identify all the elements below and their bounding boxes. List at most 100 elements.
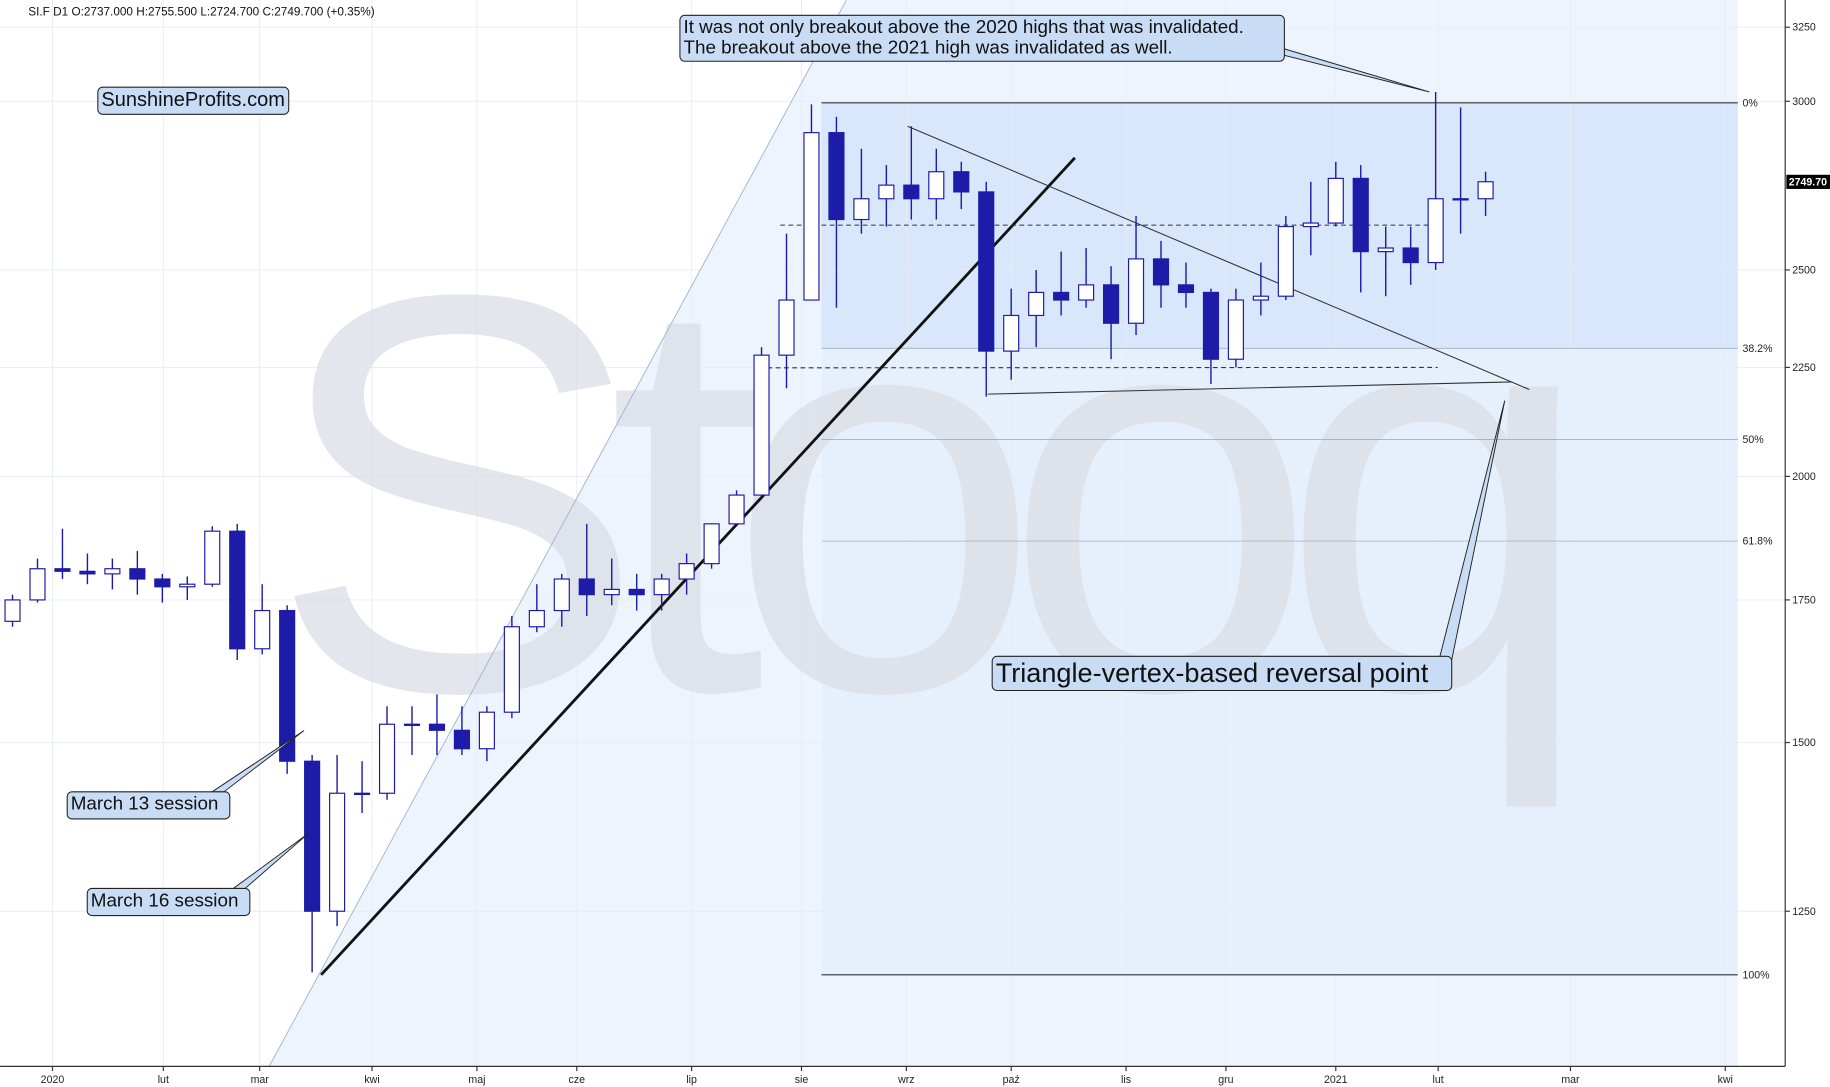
candle-body	[1227, 299, 1244, 360]
y-tick-label: 3250	[1792, 22, 1816, 34]
x-tick-label: wrz	[897, 1074, 914, 1086]
candle-body	[229, 530, 246, 650]
candle-body	[753, 354, 770, 496]
trend-line	[320, 156, 1076, 976]
candle-body	[628, 588, 645, 596]
candle-body	[1327, 177, 1344, 224]
candle-body	[1377, 247, 1394, 253]
candle-body	[453, 729, 471, 750]
callout-text: March 16 session	[91, 889, 239, 910]
candle-body	[1078, 284, 1095, 301]
callout-text: It was not only breakout above the 2020 …	[683, 16, 1243, 37]
x-tick-label: maj	[468, 1074, 485, 1086]
callout-box	[86, 887, 251, 917]
candle-body	[353, 792, 371, 796]
candle-body	[653, 578, 670, 596]
x-tick-label: lis	[1121, 1074, 1131, 1086]
candle-body	[703, 523, 720, 565]
y-tick-label: 2500	[1792, 264, 1816, 276]
candle-body	[953, 171, 970, 193]
candle-body	[1402, 247, 1419, 264]
x-tick-label: kwi	[1718, 1074, 1733, 1086]
watermark: Stooq	[269, 177, 1595, 813]
candle-body	[1452, 198, 1469, 201]
candle-body	[1053, 291, 1070, 301]
x-tick-label: 2020	[41, 1074, 65, 1086]
candle-body	[329, 792, 346, 912]
fib-label: 50%	[1742, 434, 1764, 446]
candle-body	[478, 711, 495, 750]
callout-text: SunshineProfits.com	[101, 89, 285, 111]
x-tick-label: mar	[251, 1074, 270, 1086]
x-tick-label: gru	[1218, 1074, 1233, 1086]
x-tick-label: 2021	[1324, 1074, 1348, 1086]
candle-body	[4, 599, 21, 622]
y-tick-label: 1250	[1792, 906, 1816, 918]
candle-body	[1127, 258, 1145, 324]
x-tick-label: lip	[686, 1074, 697, 1086]
candle-body	[1302, 222, 1319, 228]
fib-label: 38.2%	[1742, 343, 1773, 355]
callout-box	[991, 655, 1453, 692]
callout-box	[679, 14, 1285, 62]
candle-body	[378, 723, 396, 794]
trend-line	[268, 0, 847, 1067]
candle-body	[678, 563, 695, 580]
y-tick-label: 2000	[1792, 471, 1816, 483]
candle-body	[129, 568, 146, 580]
candle-body	[1202, 291, 1220, 360]
candle-body	[279, 609, 296, 762]
fib-label: 0%	[1742, 97, 1758, 109]
candle-body	[853, 198, 870, 221]
watermark-layer: Stooq	[269, 177, 1595, 813]
callout-text: March 13 session	[71, 793, 219, 814]
drawings: 0% 38.2% 50% 61.8% 100%	[268, 0, 1773, 1067]
candle-body	[1252, 295, 1269, 301]
candle-body	[79, 570, 96, 575]
candle-body	[553, 578, 570, 612]
candle-body	[54, 568, 71, 572]
candle-body	[1003, 314, 1020, 352]
candle-body	[1152, 258, 1170, 286]
y-tick-label: 3000	[1792, 96, 1816, 108]
candle-body	[154, 578, 171, 588]
trend-line	[907, 125, 1530, 390]
candle-body	[778, 299, 795, 356]
candle-body	[578, 578, 595, 596]
candle-body	[428, 723, 446, 731]
last-price-tag	[1786, 174, 1830, 189]
x-tick-label: paź	[1003, 1074, 1020, 1086]
candle-body	[104, 568, 121, 575]
x-tick-label: lut	[1433, 1074, 1444, 1086]
x-tick-label: sie	[795, 1074, 809, 1086]
candle-body	[1427, 198, 1444, 264]
callout-box	[97, 86, 290, 115]
candle-body	[1102, 284, 1120, 324]
candle-body	[903, 184, 920, 200]
candle-body	[603, 588, 620, 596]
trend-line	[987, 381, 1512, 395]
x-tick-label: cze	[569, 1074, 586, 1086]
candle-body	[803, 132, 820, 301]
candle-body	[528, 609, 545, 628]
candle-body	[1028, 291, 1045, 317]
callout-text: The breakout above the 2021 high was inv…	[683, 36, 1172, 57]
last-price-label: 2749.70	[1789, 176, 1827, 188]
candle-body	[204, 530, 221, 585]
fib-label: 61.8%	[1742, 536, 1773, 548]
candle-body	[403, 723, 421, 726]
callout-text: Triangle-vertex-based reversal point	[996, 657, 1429, 688]
candle-body	[1277, 225, 1294, 297]
header: SI.F D1 O:2737.000 H:2755.500 L:2724.700…	[28, 5, 374, 18]
candle-body	[254, 609, 271, 650]
y-tick-label: 2250	[1792, 362, 1816, 374]
candle-body	[1352, 177, 1369, 253]
candle-body	[1477, 181, 1494, 200]
x-tick-label: lut	[158, 1074, 169, 1086]
candle-body	[179, 583, 196, 588]
fib-label: 100%	[1742, 969, 1770, 981]
candle-body	[928, 171, 945, 200]
